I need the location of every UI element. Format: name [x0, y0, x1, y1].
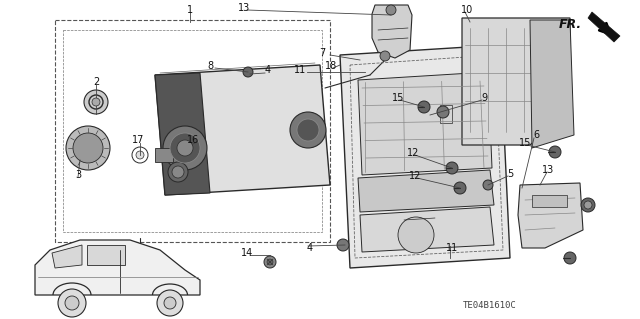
Circle shape [73, 133, 103, 163]
Text: 16: 16 [187, 135, 199, 145]
Text: TE04B1610C: TE04B1610C [463, 300, 517, 309]
Text: 4: 4 [265, 65, 271, 75]
Circle shape [297, 119, 319, 141]
Circle shape [65, 296, 79, 310]
Text: 2: 2 [93, 77, 99, 87]
Circle shape [386, 5, 396, 15]
Circle shape [264, 256, 276, 268]
Polygon shape [155, 73, 210, 195]
Polygon shape [588, 12, 620, 42]
Polygon shape [35, 240, 200, 295]
Circle shape [549, 146, 561, 158]
Polygon shape [358, 72, 492, 175]
Circle shape [172, 166, 184, 178]
Bar [440, 105, 452, 123]
Circle shape [380, 51, 390, 61]
Polygon shape [340, 45, 510, 268]
Bar [63, 30, 322, 232]
Text: 12: 12 [409, 171, 421, 181]
Circle shape [584, 201, 592, 209]
Circle shape [157, 290, 183, 316]
Text: 9: 9 [481, 93, 487, 103]
Text: 7: 7 [319, 48, 325, 58]
Circle shape [337, 239, 349, 251]
Polygon shape [372, 5, 412, 58]
Circle shape [163, 126, 207, 170]
Circle shape [446, 162, 458, 174]
Text: 13: 13 [542, 165, 554, 175]
Text: 6: 6 [533, 130, 539, 140]
Text: 11: 11 [294, 65, 306, 75]
Text: 3: 3 [75, 170, 81, 180]
Text: 15: 15 [392, 93, 404, 103]
Text: 5: 5 [507, 169, 513, 179]
Polygon shape [462, 18, 570, 145]
Circle shape [136, 151, 144, 159]
Circle shape [398, 217, 434, 253]
Circle shape [168, 162, 188, 182]
Text: 1: 1 [187, 5, 193, 15]
Polygon shape [530, 20, 574, 148]
Polygon shape [52, 245, 82, 268]
Text: FR.: FR. [559, 19, 582, 32]
Text: 15: 15 [519, 138, 531, 148]
Polygon shape [518, 183, 583, 248]
Circle shape [290, 112, 326, 148]
Bar [532, 195, 567, 207]
Circle shape [243, 67, 253, 77]
Text: 13: 13 [238, 3, 250, 13]
Circle shape [177, 140, 193, 156]
Circle shape [267, 259, 273, 265]
Circle shape [92, 98, 100, 106]
Circle shape [564, 252, 576, 264]
Circle shape [58, 289, 86, 317]
Circle shape [483, 180, 493, 190]
Bar [55, 20, 330, 242]
Polygon shape [358, 170, 494, 212]
Circle shape [132, 147, 148, 163]
Text: 11: 11 [446, 243, 458, 253]
Circle shape [581, 198, 595, 212]
Circle shape [164, 297, 176, 309]
Circle shape [454, 182, 466, 194]
Text: 17: 17 [132, 135, 144, 145]
Circle shape [84, 90, 108, 114]
Polygon shape [155, 65, 330, 195]
Text: 4: 4 [307, 243, 313, 253]
Text: 14: 14 [241, 248, 253, 258]
Circle shape [437, 106, 449, 118]
Polygon shape [360, 207, 494, 252]
Circle shape [418, 101, 430, 113]
Text: 8: 8 [207, 61, 213, 71]
Circle shape [170, 133, 200, 163]
Bar [155, 148, 173, 162]
Polygon shape [87, 245, 125, 265]
Text: 10: 10 [461, 5, 473, 15]
Text: 18: 18 [325, 61, 337, 71]
Text: 12: 12 [407, 148, 419, 158]
Circle shape [66, 126, 110, 170]
